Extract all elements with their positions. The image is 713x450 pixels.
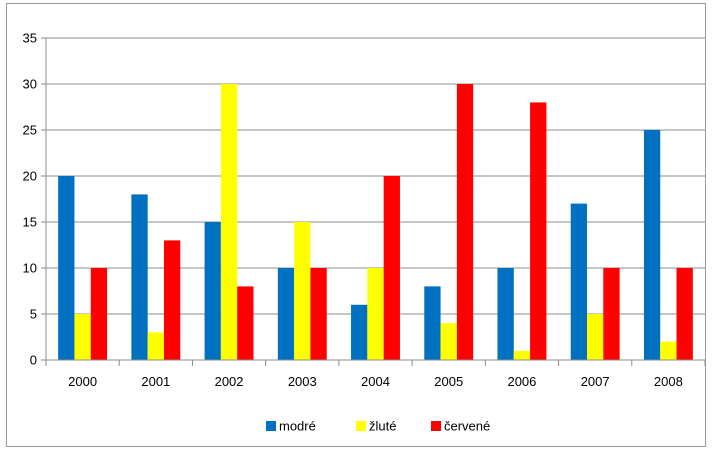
x-tick-label: 2006 xyxy=(507,374,536,389)
y-tick-label: 35 xyxy=(23,31,37,46)
legend: modré žluté červené xyxy=(266,419,490,434)
legend-swatch-žluté xyxy=(356,421,366,431)
bar-2002-žluté xyxy=(220,84,238,360)
bar-2008-modré xyxy=(643,130,661,360)
bar-2006-modré xyxy=(497,268,514,360)
bar-2003-červené xyxy=(310,268,327,360)
x-tick-label: 2005 xyxy=(434,374,463,389)
y-axis-ticks: 0 5 10 15 20 25 30 35 xyxy=(23,31,46,368)
y-tick-label: 0 xyxy=(30,353,37,368)
bar-2002-červené xyxy=(237,286,254,360)
bar-2002-modré xyxy=(204,222,221,360)
x-tick-label: 2001 xyxy=(141,374,170,389)
bars xyxy=(58,84,693,361)
x-tick-label: 2007 xyxy=(581,374,610,389)
bar-2005-žluté xyxy=(440,323,457,360)
legend-label: modré xyxy=(279,419,316,434)
bar-2001-červené xyxy=(163,240,181,360)
x-tick-label: 2002 xyxy=(215,374,244,389)
bar-2000-žluté xyxy=(74,314,91,360)
bar-2006-žluté xyxy=(513,350,531,360)
bar-2007-modré xyxy=(570,203,588,360)
x-tick-label: 2000 xyxy=(68,374,97,389)
bar-2008-žluté xyxy=(660,341,677,360)
bar-2007-žluté xyxy=(587,314,604,360)
x-tick-label: 2004 xyxy=(361,374,390,389)
axes xyxy=(45,38,705,361)
y-tick-label: 15 xyxy=(23,215,37,230)
x-axis-ticks: 2000 2001 2002 2003 2004 2005 2006 2007 2008 xyxy=(45,360,706,389)
y-tick-label: 20 xyxy=(23,169,37,184)
y-tick-label: 5 xyxy=(30,307,37,322)
y-tick-label: 10 xyxy=(23,261,37,276)
chart-frame xyxy=(6,3,706,447)
legend-swatch-červené xyxy=(431,421,441,431)
bar-2001-žluté xyxy=(147,332,164,360)
bar-2003-modré xyxy=(277,268,295,360)
bar-2000-červené xyxy=(90,268,108,360)
bar-2001-modré xyxy=(131,194,148,360)
bar-2004-žluté xyxy=(367,268,384,360)
x-tick-label: 2003 xyxy=(288,374,317,389)
bar-2007-červené xyxy=(603,268,620,360)
legend-label: červené xyxy=(444,419,490,434)
x-tick-label: 2008 xyxy=(654,374,683,389)
bar-2008-červené xyxy=(676,268,693,360)
y-tick-label: 30 xyxy=(23,77,37,92)
bar-2004-modré xyxy=(351,304,368,360)
bar-2004-červené xyxy=(383,176,400,360)
legend-label: žluté xyxy=(369,419,396,434)
bar-2005-modré xyxy=(424,286,441,360)
bar-2005-červené xyxy=(456,84,474,360)
bar-2000-modré xyxy=(58,176,75,360)
bar-2003-žluté xyxy=(294,222,311,360)
y-tick-label: 25 xyxy=(23,123,37,138)
legend-swatch-modré xyxy=(266,421,276,431)
bar-2006-červené xyxy=(530,102,547,361)
